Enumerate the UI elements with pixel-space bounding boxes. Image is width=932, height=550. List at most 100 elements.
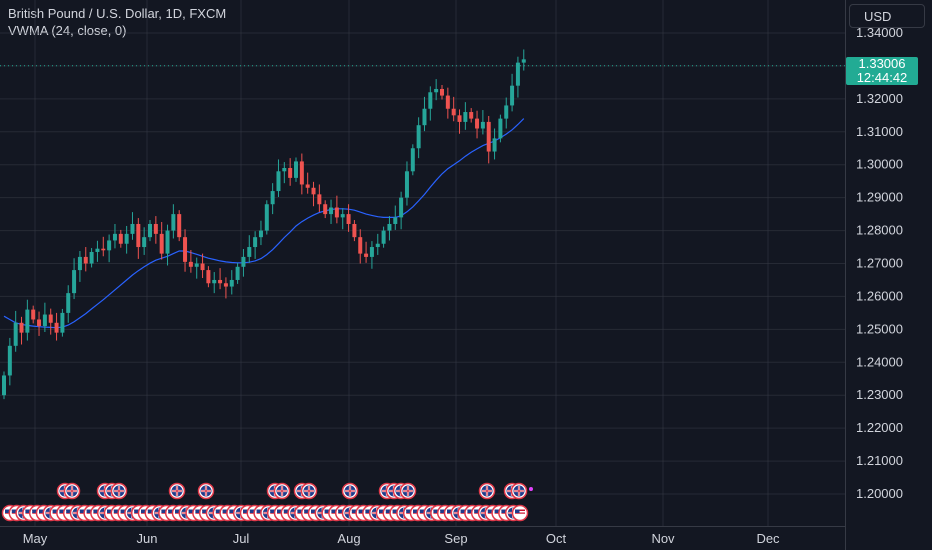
- chart-title: British Pound / U.S. Dollar, 1D, FXCM: [8, 6, 227, 21]
- uk-flag-icon: [341, 482, 359, 500]
- y-tick-label: 1.32000: [856, 91, 903, 106]
- candle-body: [89, 251, 94, 264]
- candle-body: [434, 88, 439, 93]
- last-price-tag: 1.33006 12:44:42: [846, 57, 918, 85]
- candle-body: [118, 233, 123, 244]
- candle-body: [25, 309, 30, 333]
- candle-body: [54, 322, 59, 333]
- x-tick-label: Jun: [137, 531, 158, 546]
- candle-body: [504, 105, 509, 119]
- candle-body: [410, 148, 415, 172]
- candle-body: [223, 283, 228, 287]
- currency-button[interactable]: USD: [849, 4, 925, 28]
- us-flag-icon: [511, 504, 529, 522]
- candle-body: [510, 85, 515, 106]
- x-tick-label: May: [23, 531, 48, 546]
- uk-flag-icon: [300, 482, 318, 500]
- candle-body: [469, 112, 474, 119]
- candle-body: [375, 243, 380, 248]
- candle-body: [148, 223, 152, 238]
- event-dot: [529, 487, 533, 491]
- candle-body: [130, 223, 135, 234]
- candle-body: [112, 233, 117, 241]
- candle-body: [101, 248, 106, 251]
- candle-body: [171, 214, 176, 231]
- vwma-line: [3, 118, 525, 329]
- y-tick-label: 1.23000: [856, 387, 903, 402]
- candle-body: [393, 217, 398, 224]
- y-tick-label: 1.27000: [856, 256, 903, 271]
- candle-body: [381, 230, 386, 244]
- candle-body: [37, 319, 42, 327]
- candle-body: [159, 233, 164, 254]
- candle-body: [387, 223, 392, 231]
- x-tick-label: Sep: [444, 531, 467, 546]
- candle-body: [13, 322, 18, 346]
- candle-body: [299, 161, 304, 185]
- x-tick-label: Oct: [546, 531, 567, 546]
- candle-body: [428, 92, 433, 109]
- uk-flag-icon: [63, 482, 81, 500]
- uk-flag-icon: [110, 482, 128, 500]
- candle-body: [241, 256, 246, 267]
- candle-body: [457, 115, 462, 122]
- candle-body: [352, 223, 357, 238]
- candle-body: [445, 95, 450, 109]
- candle-body: [270, 191, 275, 205]
- candle-body: [212, 279, 217, 284]
- candle-body: [329, 207, 334, 215]
- candle-body: [200, 263, 205, 271]
- y-tick-label: 1.30000: [856, 157, 903, 172]
- y-tick-label: 1.26000: [856, 288, 903, 303]
- candle-body: [42, 314, 47, 327]
- candle-body: [194, 263, 199, 267]
- candle-body: [264, 204, 269, 231]
- candle-body: [165, 230, 170, 254]
- candle-body: [498, 118, 503, 139]
- y-tick-label: 1.28000: [856, 223, 903, 238]
- uk-flag-icon: [478, 482, 496, 500]
- uk-flag-icon: [510, 482, 528, 500]
- candles: [2, 49, 526, 400]
- candle-body: [334, 207, 339, 218]
- candle-body: [48, 314, 53, 323]
- candle-body: [142, 237, 147, 248]
- candle-body: [311, 187, 316, 195]
- candle-body: [177, 214, 182, 238]
- uk-flag-icon: [399, 482, 417, 500]
- y-tick-label: 1.24000: [856, 354, 903, 369]
- vwma-layer: [3, 118, 525, 329]
- candle-body: [323, 204, 328, 215]
- candle-body: [404, 171, 409, 198]
- x-tick-label: Nov: [651, 531, 675, 546]
- currency-label: USD: [864, 8, 892, 24]
- y-tick-label: 1.31000: [856, 124, 903, 139]
- candle-body: [364, 253, 369, 257]
- candle-body: [288, 168, 293, 178]
- candle-body: [515, 62, 520, 86]
- candle-body: [83, 256, 88, 264]
- last-price-value: 1.33006: [858, 56, 906, 71]
- candle-body: [486, 121, 491, 152]
- candle-body: [229, 279, 234, 287]
- y-tick-label: 1.22000: [856, 420, 903, 435]
- candle-body: [95, 248, 100, 252]
- y-tick-label: 1.25000: [856, 321, 903, 336]
- candle-body: [340, 214, 345, 218]
- candle-body: [451, 108, 456, 116]
- candle-body: [77, 256, 82, 271]
- candle-body: [235, 266, 240, 280]
- indicator-label[interactable]: VWMA (24, close, 0): [8, 23, 127, 38]
- y-tick-label: 1.20000: [856, 486, 903, 501]
- x-tick-label: Aug: [337, 531, 360, 546]
- candle-body: [258, 230, 263, 238]
- candle-body: [72, 270, 77, 294]
- y-tick-label: 1.21000: [856, 453, 903, 468]
- candle-body: [475, 118, 480, 129]
- candle-body: [124, 233, 129, 244]
- candle-body: [416, 125, 421, 149]
- y-tick-label: 1.29000: [856, 190, 903, 205]
- candle-body: [7, 345, 12, 376]
- x-tick-label: Jul: [233, 531, 250, 546]
